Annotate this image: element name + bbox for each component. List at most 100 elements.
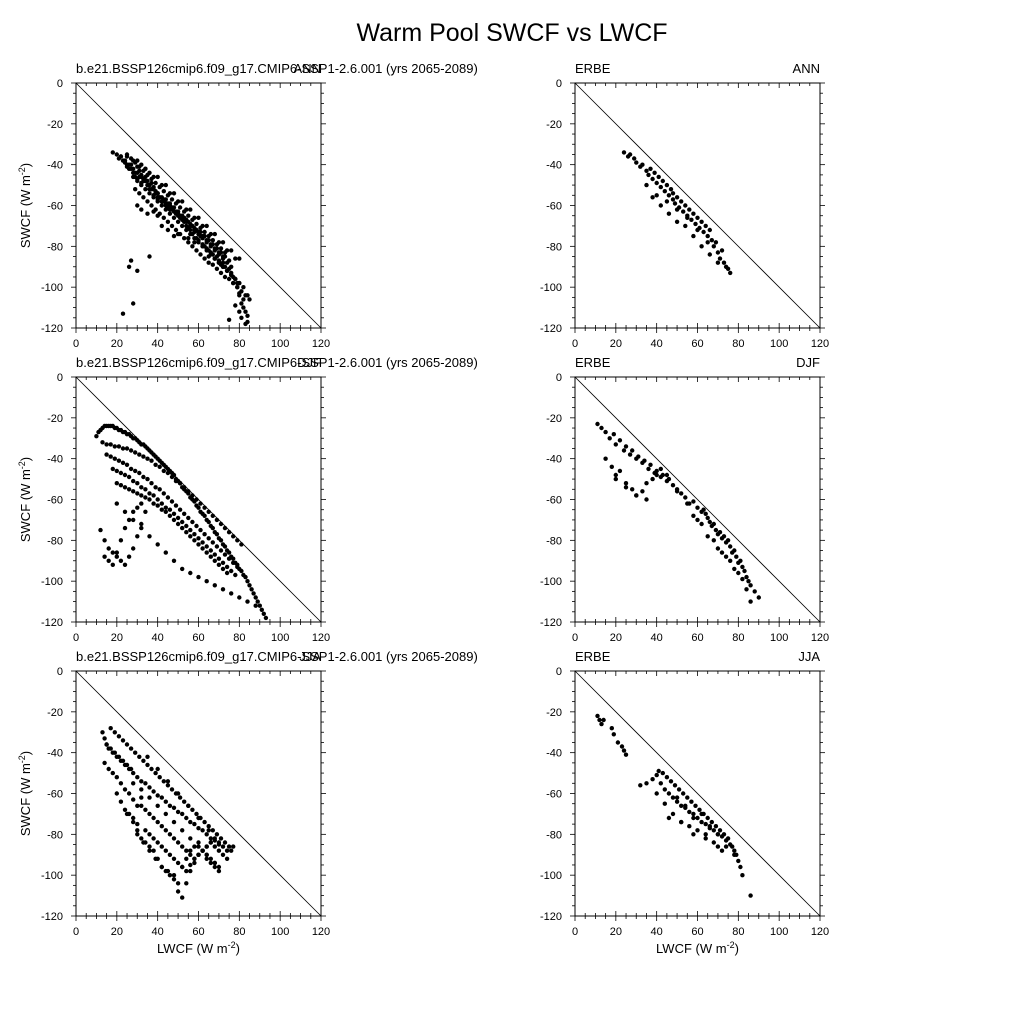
data-point (149, 458, 154, 463)
data-point (108, 746, 113, 751)
data-point (155, 542, 160, 547)
data-point (128, 466, 134, 472)
data-point (116, 458, 122, 463)
data-point (196, 231, 201, 237)
data-point (220, 844, 226, 849)
data-point (695, 828, 700, 833)
data-point (231, 556, 236, 561)
y-tick-label: -60 (47, 495, 63, 507)
data-point (707, 519, 712, 525)
data-point (118, 483, 124, 488)
data-point (239, 542, 244, 547)
x-tick-label: 60 (691, 338, 703, 350)
data-point (177, 795, 183, 800)
data-point (734, 554, 739, 559)
data-point (153, 770, 158, 776)
y-tick-label: 0 (556, 78, 562, 90)
data-point (196, 840, 201, 845)
data-point (124, 811, 130, 817)
data-point (679, 819, 684, 825)
data-point (131, 819, 136, 825)
data-point (216, 562, 222, 567)
data-point (233, 256, 238, 261)
data-point (122, 525, 128, 531)
data-point (122, 807, 128, 812)
data-point (126, 264, 132, 269)
data-point (128, 156, 134, 161)
data-point (118, 799, 124, 804)
data-point (163, 203, 168, 208)
data-point (216, 252, 222, 257)
data-point (656, 174, 661, 180)
data-point (114, 791, 120, 796)
reference-line (75, 82, 322, 329)
data-point (666, 791, 672, 796)
data-point (169, 787, 175, 792)
data-point (226, 844, 232, 849)
data-point (98, 527, 103, 533)
data-point (171, 836, 177, 841)
data-point (171, 205, 177, 210)
data-point (247, 297, 252, 302)
data-point (235, 538, 240, 543)
data-point (208, 554, 213, 559)
data-point (206, 828, 211, 833)
panel-left-title: b.e21.BSSP126cmip6.f09_g17.CMIP6-SSP1-2.… (76, 61, 478, 76)
x-tick-label: 120 (312, 338, 330, 350)
panel-left-title: b.e21.BSSP126cmip6.f09_g17.CMIP6-SSP1-2.… (76, 649, 478, 664)
data-point (155, 840, 160, 845)
data-point (153, 462, 158, 467)
data-point (717, 256, 723, 261)
data-point (173, 478, 179, 484)
data-point (198, 501, 203, 506)
data-point (167, 201, 173, 206)
data-point (709, 238, 714, 243)
data-point (175, 199, 181, 204)
y-axis-label: SWCF (W m-2) (17, 751, 33, 836)
data-point (133, 450, 138, 455)
data-point (623, 752, 629, 757)
panel-2: 0 20 40 60 80 100 120 0 -20 -40 -60 -80 -100 -120 b.e2… (17, 355, 478, 644)
data-point (249, 587, 254, 592)
y-tick-label: -60 (546, 495, 562, 507)
data-point (159, 501, 164, 506)
data-point (691, 832, 696, 837)
panel-right-title: ANN (793, 61, 820, 76)
data-point (740, 576, 745, 582)
data-point (235, 285, 240, 290)
data-point (112, 730, 118, 735)
x-tick-label: 60 (192, 632, 204, 644)
data-point (167, 507, 173, 512)
x-tick-label: 20 (610, 632, 622, 644)
data-point (177, 205, 183, 210)
panel-left-title: ERBE (575, 649, 611, 664)
data-point (126, 162, 132, 167)
data-point (715, 832, 721, 837)
data-point (732, 848, 737, 853)
data-point (190, 807, 195, 812)
data-point (126, 791, 132, 796)
x-tick-label: 80 (732, 632, 744, 644)
data-point (196, 215, 201, 220)
data-point (194, 221, 199, 227)
data-point (611, 432, 616, 437)
figure-title: Warm Pool SWCF vs LWCF (356, 19, 667, 47)
data-point (689, 217, 694, 222)
y-tick-label: 0 (57, 78, 63, 90)
data-point (192, 860, 197, 866)
data-point (159, 195, 164, 200)
y-axis-label-exponent: -2 (17, 461, 27, 469)
x-tick-label: 40 (152, 632, 164, 644)
data-point (693, 221, 698, 227)
data-point (609, 726, 614, 731)
data-point (670, 483, 676, 488)
data-point (204, 248, 209, 253)
data-point (253, 603, 258, 608)
data-point (210, 525, 215, 531)
x-tick-label: 60 (691, 926, 703, 938)
data-point (114, 152, 120, 157)
data-point (719, 550, 725, 555)
data-point (128, 448, 134, 453)
data-point (621, 748, 627, 753)
y-tick-label: -120 (540, 617, 562, 629)
